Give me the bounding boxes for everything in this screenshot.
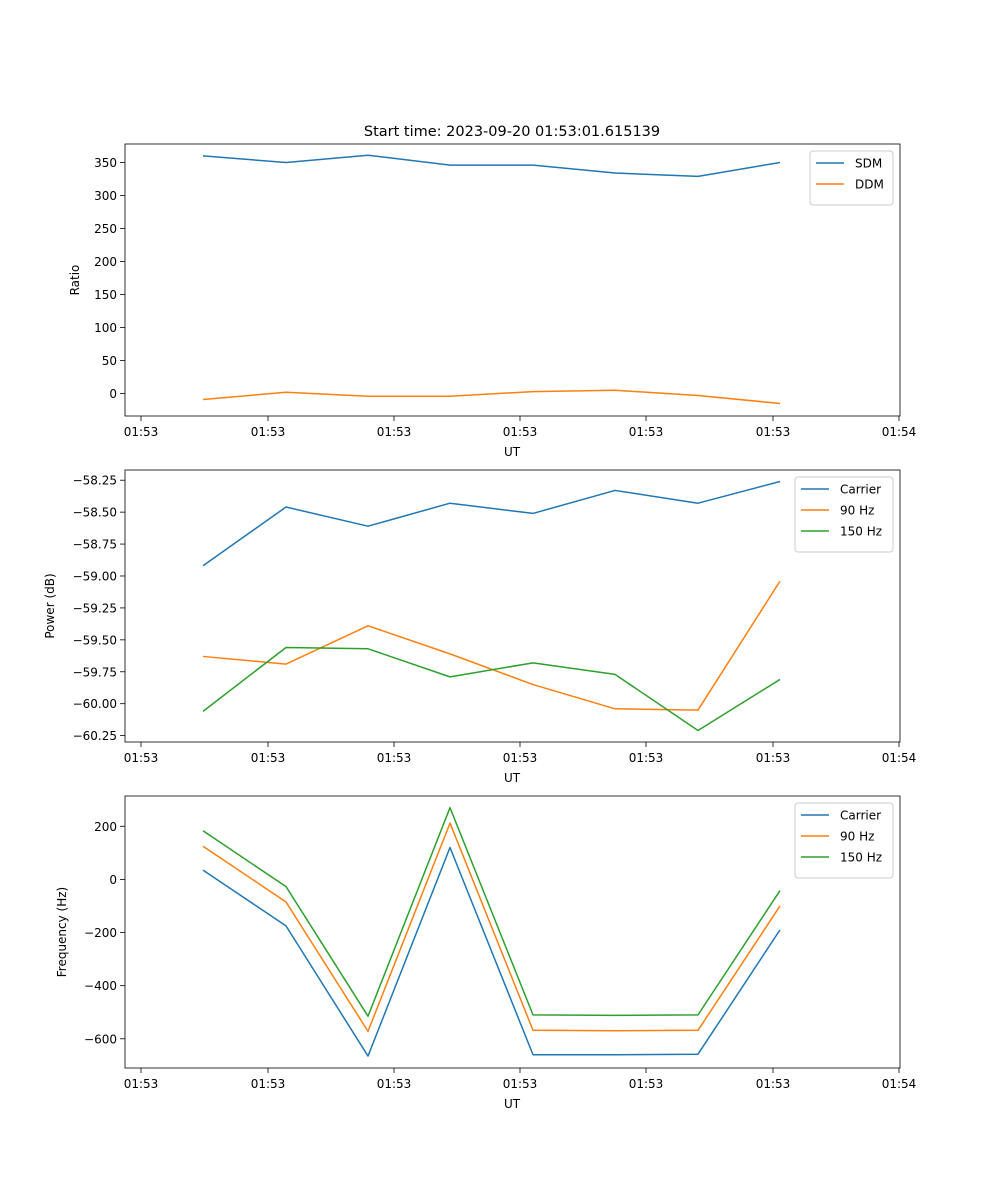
legend-label: Carrier [840, 809, 881, 823]
y-axis-label: Power (dB) [43, 573, 57, 638]
y-tick-label: 0 [109, 873, 117, 887]
x-tick-label: 01:53 [377, 425, 412, 439]
x-tick-label: 01:54 [882, 1077, 917, 1091]
series-line-sdm [202, 154, 781, 178]
x-tick-label: 01:53 [629, 751, 664, 765]
series-line-90-hz [202, 580, 781, 711]
y-tick-label: 50 [102, 354, 117, 368]
chart-panel-1: 01:53 01:53 01:53 01:53 01:53 01:53 01:54 UT 0 50… [68, 143, 917, 459]
y-tick-label: −59.25 [73, 601, 117, 615]
chart-panel-2: 01:53 01:53 01:53 01:53 01:53 01:53 01:54 UT −58… [43, 469, 917, 785]
y-tick-label: 150 [94, 288, 117, 302]
y-tick-label: −58.75 [73, 538, 117, 552]
legend-label: DDM [855, 178, 884, 192]
y-tick-label: −59.50 [73, 633, 117, 647]
x-tick-label: 01:53 [503, 1077, 538, 1091]
y-tick-label: 200 [94, 255, 117, 269]
y-tick-label: −600 [84, 1032, 117, 1046]
x-tick-label: 01:53 [756, 1077, 791, 1091]
x-tick-label: 01:53 [251, 1077, 286, 1091]
chart-title: Start time: 2023-09-20 01:53:01.615139 [364, 124, 660, 140]
y-tick-label: 100 [94, 321, 117, 335]
legend-box [794, 802, 894, 879]
series-line-150-hz [202, 646, 781, 732]
x-tick-label: 01:53 [756, 425, 791, 439]
y-tick-label: 350 [94, 156, 117, 170]
plot-area-frame [124, 795, 901, 1069]
legend: Carrier 90 Hz 150 Hz [794, 802, 894, 879]
series-line-150-hz [202, 806, 781, 1017]
x-axis-label: UT [504, 445, 521, 459]
y-tick-label: −60.25 [73, 729, 117, 743]
x-tick-label: 01:53 [251, 751, 286, 765]
plot-area-frame [124, 143, 901, 417]
y-tick-label: −59.00 [73, 569, 117, 583]
legend-label: 150 Hz [840, 851, 882, 865]
legend-box [809, 150, 894, 206]
legend: SDM DDM [809, 150, 894, 206]
y-tick-label: −59.75 [73, 665, 117, 679]
legend-box [794, 476, 894, 553]
legend-label: Carrier [840, 483, 881, 497]
x-tick-label: 01:53 [756, 751, 791, 765]
x-tick-label: 01:54 [882, 751, 917, 765]
series-line-carrier [202, 480, 781, 567]
y-axis-label: Frequency (Hz) [55, 887, 69, 978]
x-tick-label: 01:53 [251, 425, 286, 439]
y-axis-label: Ratio [68, 265, 82, 296]
x-tick-label: 01:53 [124, 425, 159, 439]
x-axis-label: UT [504, 1097, 521, 1111]
x-tick-label: 01:53 [377, 1077, 412, 1091]
x-tick-label: 01:54 [882, 425, 917, 439]
y-tick-label: 200 [94, 820, 117, 834]
legend-label: SDM [855, 157, 882, 171]
x-tick-label: 01:53 [377, 751, 412, 765]
plot-area-frame [124, 469, 901, 743]
legend: Carrier 90 Hz 150 Hz [794, 476, 894, 553]
legend-label: 90 Hz [840, 504, 874, 518]
y-tick-label: −60.00 [73, 697, 117, 711]
series-line-carrier [202, 846, 781, 1057]
x-tick-label: 01:53 [629, 1077, 664, 1091]
y-tick-label: −400 [84, 979, 117, 993]
series-line-ddm [202, 389, 781, 405]
x-tick-label: 01:53 [124, 1077, 159, 1091]
legend-label: 150 Hz [840, 525, 882, 539]
y-tick-label: −58.25 [73, 474, 117, 488]
legend-label: 90 Hz [840, 830, 874, 844]
chart-panel-3: 01:53 01:53 01:53 01:53 01:53 01:53 01:54 UT 200… [55, 795, 917, 1111]
x-tick-label: 01:53 [629, 425, 664, 439]
x-tick-label: 01:53 [124, 751, 159, 765]
y-tick-label: 0 [109, 387, 117, 401]
x-tick-label: 01:53 [503, 751, 538, 765]
y-tick-label: −200 [84, 926, 117, 940]
y-tick-label: −58.50 [73, 506, 117, 520]
series-line-90-hz [202, 822, 781, 1033]
y-tick-label: 300 [94, 189, 117, 203]
y-tick-label: 250 [94, 222, 117, 236]
x-tick-label: 01:53 [503, 425, 538, 439]
x-axis-label: UT [504, 771, 521, 785]
